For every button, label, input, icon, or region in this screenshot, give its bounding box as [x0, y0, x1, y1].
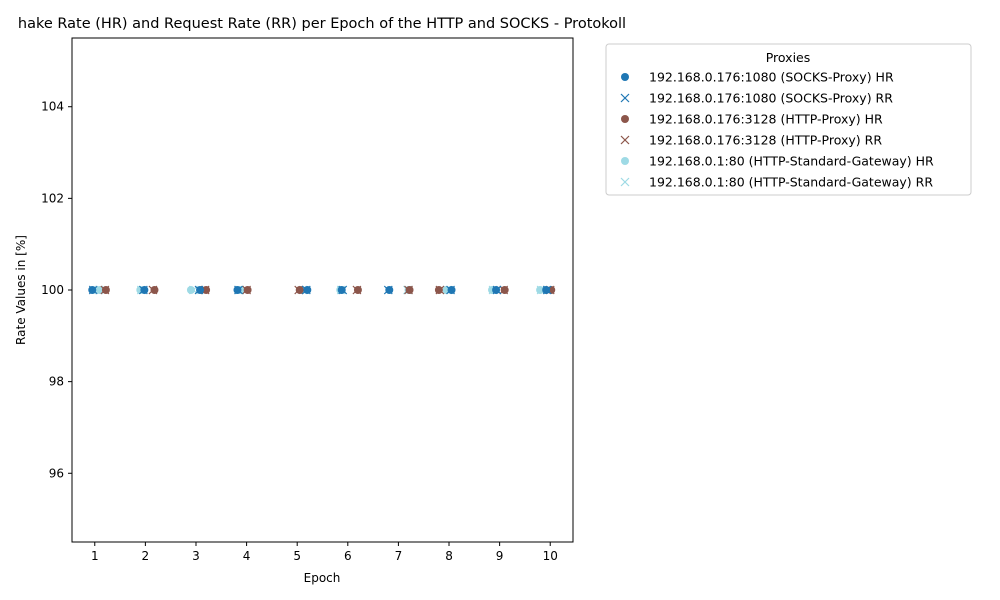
- x-axis: 1 2 3 4 5 6 7 8 9 10: [91, 542, 558, 563]
- data-point: [140, 286, 148, 294]
- legend-label: 192.168.0.1:80 (HTTP-Standard-Gateway) H…: [649, 154, 934, 169]
- data-points: [88, 286, 555, 294]
- data-point: [296, 286, 304, 294]
- legend-label: 192.168.0.176:1080 (SOCKS-Proxy) HR: [649, 70, 894, 85]
- x-tick-label: 2: [142, 549, 150, 563]
- y-tick-label: 102: [41, 191, 64, 205]
- x-tick-label: 3: [192, 549, 200, 563]
- x-axis-label: Epoch: [304, 571, 341, 585]
- chart-title: hake Rate (HR) and Request Rate (RR) per…: [18, 16, 626, 32]
- legend-marker: [621, 73, 629, 81]
- data-point: [385, 286, 393, 294]
- data-point: [354, 286, 362, 294]
- y-tick-label: 100: [41, 283, 64, 297]
- y-axis: 96 98 100 102 104: [41, 100, 72, 481]
- y-tick-label: 104: [41, 100, 64, 114]
- legend-title: Proxies: [766, 50, 811, 65]
- data-point: [150, 286, 158, 294]
- legend-label: 192.168.0.176:1080 (SOCKS-Proxy) RR: [649, 91, 893, 106]
- data-point: [244, 286, 252, 294]
- data-point: [196, 286, 204, 294]
- data-point: [406, 286, 414, 294]
- y-tick-label: 98: [49, 375, 64, 389]
- legend-label: 192.168.0.176:3128 (HTTP-Proxy) HR: [649, 112, 883, 127]
- legend-label: 192.168.0.1:80 (HTTP-Standard-Gateway) R…: [649, 175, 933, 190]
- legend-marker: [621, 157, 629, 165]
- y-tick-label: 96: [49, 466, 64, 480]
- x-tick-label: 1: [91, 549, 99, 563]
- legend: Proxies 192.168.0.176:1080 (SOCKS-Proxy)…: [606, 44, 971, 195]
- data-point: [233, 286, 241, 294]
- legend-marker: [621, 115, 629, 123]
- data-point: [492, 286, 500, 294]
- legend-label: 192.168.0.176:3128 (HTTP-Proxy) RR: [649, 133, 882, 148]
- data-point: [448, 286, 456, 294]
- data-point: [501, 286, 509, 294]
- data-point: [542, 286, 550, 294]
- y-axis-label: Rate Values in [%]: [14, 235, 28, 345]
- data-point: [435, 286, 443, 294]
- data-point: [102, 286, 110, 294]
- data-point: [88, 286, 96, 294]
- x-tick-label: 8: [445, 549, 453, 563]
- x-tick-label: 10: [543, 549, 558, 563]
- data-point: [303, 286, 311, 294]
- x-tick-label: 7: [395, 549, 403, 563]
- x-tick-label: 6: [344, 549, 352, 563]
- x-tick-label: 9: [496, 549, 504, 563]
- x-tick-label: 4: [243, 549, 251, 563]
- x-tick-label: 5: [293, 549, 301, 563]
- data-point: [338, 286, 346, 294]
